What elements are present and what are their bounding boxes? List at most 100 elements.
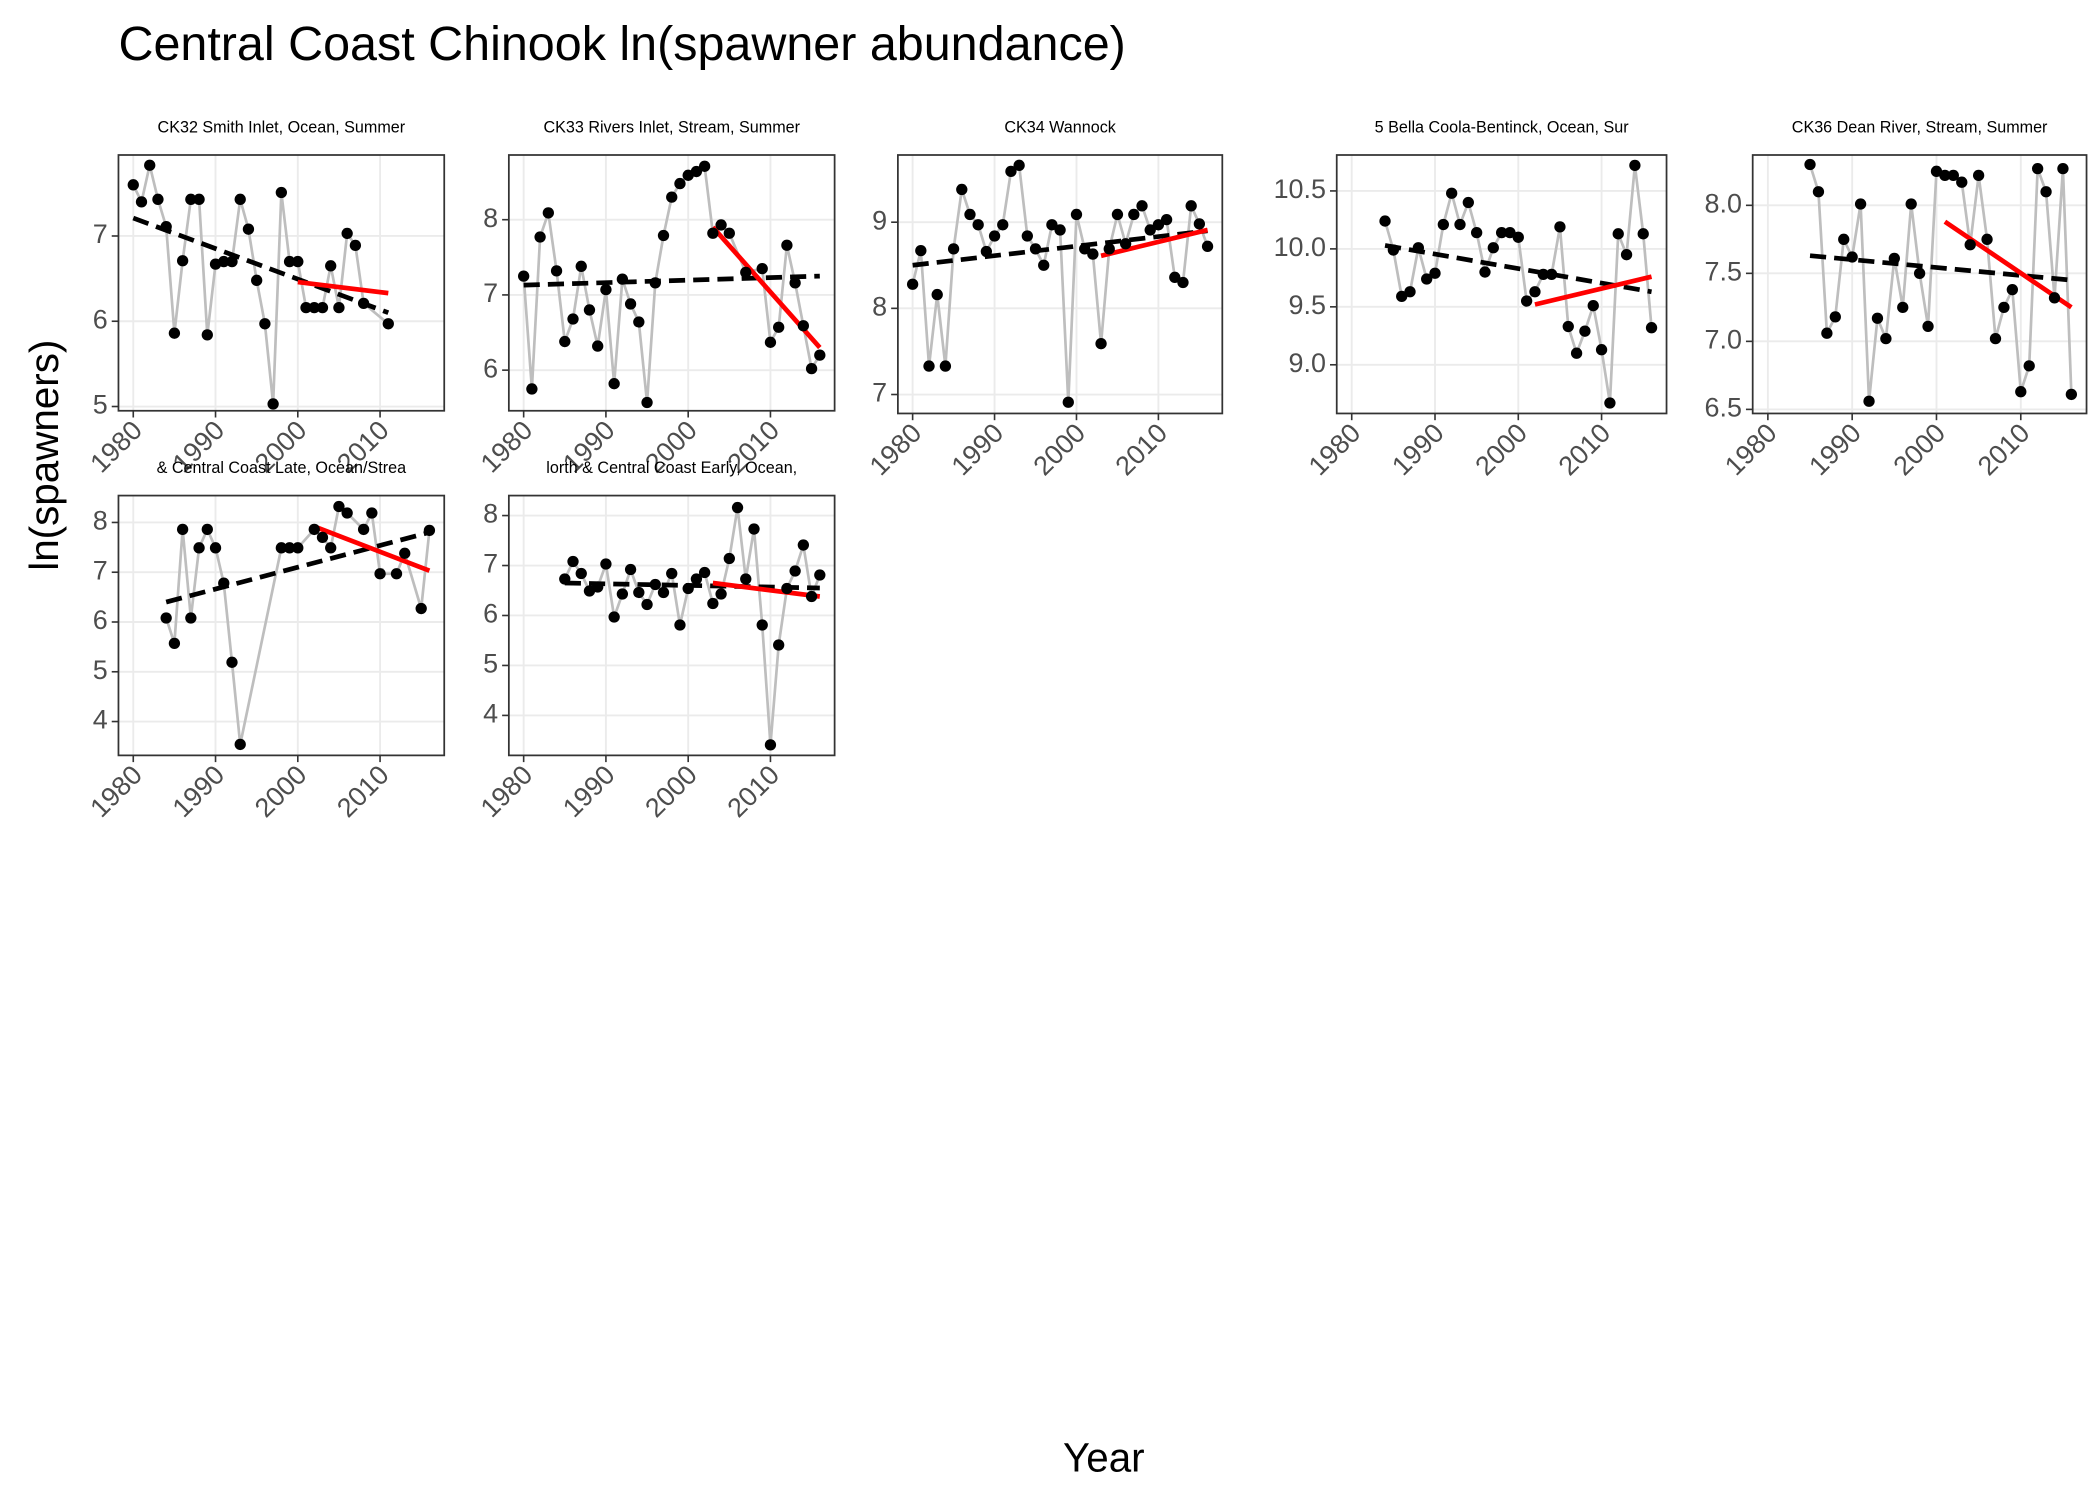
data-point — [168, 327, 181, 339]
data-point — [1387, 244, 1400, 256]
data-point — [1479, 266, 1491, 278]
data-point — [518, 270, 530, 282]
data-point — [1062, 396, 1074, 408]
data-point — [325, 542, 337, 554]
data-point — [1922, 320, 1934, 333]
data-point — [259, 318, 271, 330]
data-point — [325, 260, 337, 272]
data-point — [814, 349, 826, 361]
data-point — [1888, 252, 1900, 265]
y-tick-label: 8 — [483, 203, 498, 233]
data-point — [275, 186, 287, 199]
data-point — [649, 277, 661, 289]
data-point — [316, 301, 329, 314]
data-point — [781, 582, 793, 595]
recent-trend-line — [1534, 274, 1653, 307]
data-point — [2023, 360, 2035, 372]
data-point — [542, 207, 554, 219]
data-point — [641, 396, 653, 409]
recent-trend-line — [1100, 227, 1209, 259]
strip: 5 Bella Coola-Bentinck, Ocean, Sur — [1375, 118, 1630, 136]
panel-background — [897, 155, 1223, 414]
data-point — [583, 304, 596, 316]
panel-title: CK32 Smith Inlet, Ocean, Summer — [158, 118, 406, 136]
data-point — [160, 220, 172, 233]
panel-title: & Central Coast Late, Ocean/Strea — [157, 459, 406, 477]
y-tick-label: 7 — [93, 219, 108, 249]
strip: lorth & Central Coast Early, Ocean, — [546, 459, 797, 477]
data-point — [292, 255, 304, 268]
data-point — [972, 219, 984, 231]
panel-border — [117, 154, 446, 412]
data-point — [1998, 301, 2010, 314]
data-point — [616, 273, 629, 285]
panel-background — [508, 495, 835, 756]
data-point — [209, 542, 222, 554]
data-point — [616, 588, 629, 600]
recent-trend-line — [313, 524, 431, 573]
data-point — [1587, 300, 1599, 312]
data-point — [2031, 162, 2044, 175]
data-point — [1437, 218, 1449, 231]
data-point — [1087, 248, 1099, 260]
panel-title: lorth & Central Coast Early, Ocean, — [546, 459, 797, 477]
data-point — [1070, 208, 1083, 221]
data-point — [715, 588, 727, 600]
data-point — [1396, 290, 1408, 303]
data-point — [176, 523, 189, 536]
data-point — [1939, 169, 1951, 182]
data-point — [1863, 395, 1875, 407]
data-point — [773, 321, 785, 333]
data-point — [374, 568, 386, 580]
data-point — [1495, 227, 1508, 239]
data-point — [1562, 320, 1574, 333]
data-point — [997, 219, 1009, 231]
trend-line — [132, 215, 390, 315]
data-point — [1144, 224, 1156, 236]
data-point — [382, 318, 394, 330]
data-point — [1595, 344, 1608, 356]
data-point — [2015, 386, 2027, 398]
data-point — [283, 255, 296, 268]
data-point — [526, 383, 538, 395]
data-point — [1111, 208, 1124, 221]
y-tick-label: 5 — [483, 649, 498, 679]
panel — [118, 495, 445, 756]
data-point — [633, 316, 645, 328]
data-point — [1846, 251, 1858, 263]
data-point — [267, 398, 279, 410]
y-tick-label: 6 — [93, 304, 108, 334]
data-point — [764, 739, 777, 751]
data-point — [740, 266, 752, 279]
data-point — [1454, 218, 1466, 231]
data-point — [698, 160, 711, 172]
data-point — [956, 183, 968, 196]
y-tick-label: 10.5 — [1274, 174, 1326, 204]
data-point — [1128, 208, 1140, 221]
data-point — [1604, 397, 1616, 409]
data-point — [185, 193, 197, 205]
data-point — [1554, 221, 1566, 233]
data-point — [341, 507, 353, 519]
panel — [508, 154, 835, 411]
data-point — [674, 177, 686, 190]
data-point — [624, 298, 637, 310]
data-point — [300, 301, 312, 314]
data-point — [1021, 230, 1033, 242]
data-point — [1821, 327, 1833, 339]
data-point — [1054, 224, 1066, 236]
data-point — [234, 193, 246, 205]
data-point — [1804, 158, 1816, 171]
data-point — [1570, 347, 1583, 359]
panel — [118, 154, 445, 411]
y-tick-label: 4 — [483, 699, 498, 729]
data-point — [1029, 243, 1042, 255]
data-point — [731, 501, 744, 514]
data-point — [1838, 233, 1850, 245]
data-point — [242, 223, 255, 235]
data-point — [1579, 325, 1591, 337]
data-point — [1079, 243, 1091, 255]
y-tick-label: 6 — [483, 353, 498, 383]
data-point — [1095, 338, 1107, 350]
